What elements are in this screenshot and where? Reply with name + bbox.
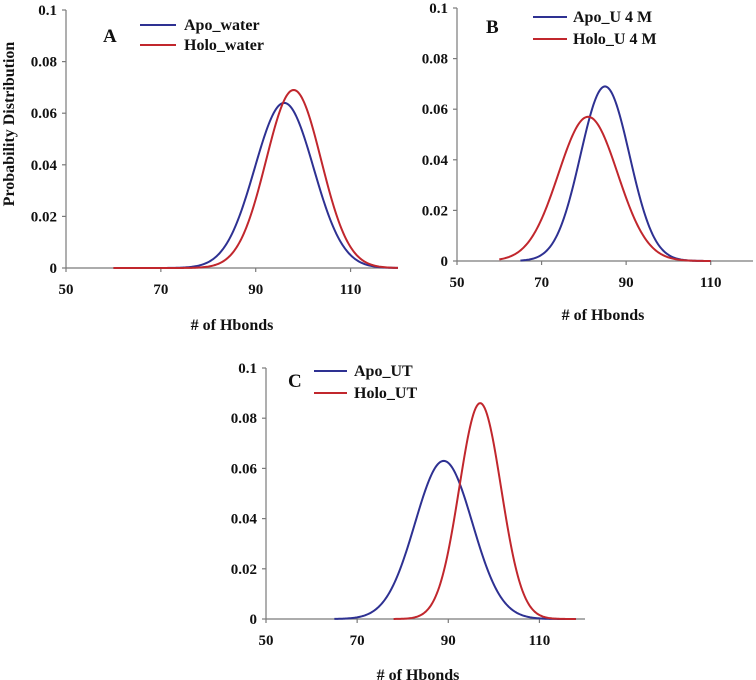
y-tick-label: 0.06: [31, 106, 58, 122]
y-tick-label: 0.06: [422, 102, 449, 118]
legend-label: Apo_UT: [354, 363, 413, 380]
series-line-holo-u-4-m: [499, 115, 711, 262]
series-line-apo-ut: [334, 459, 576, 620]
series-line-holo-ut: [393, 402, 576, 620]
legend-label: Apo_water: [184, 17, 260, 34]
legend-label: Holo_UT: [354, 385, 417, 402]
legend-label: Holo_water: [184, 37, 264, 54]
series-line-apo-water: [113, 101, 399, 269]
x-tick-label: 70: [350, 633, 365, 649]
y-tick-label: 0.1: [238, 361, 257, 377]
y-tick-label: 0.08: [31, 55, 57, 71]
panel-letter: B: [486, 17, 499, 38]
x-axis-title: # of Hbonds: [191, 317, 274, 334]
panel-letter: A: [103, 26, 117, 47]
x-tick-label: 90: [248, 282, 263, 298]
panel-letter: C: [288, 371, 302, 392]
x-tick-label: 110: [700, 275, 722, 291]
y-tick-label: 0.1: [429, 1, 448, 17]
series-line-apo-u-4-m: [520, 85, 711, 262]
x-tick-label: 50: [259, 633, 274, 649]
y-tick-label: 0.02: [231, 562, 257, 578]
y-tick-label: 0.04: [31, 158, 58, 174]
x-tick-label: 90: [441, 633, 456, 649]
x-tick-label: 70: [153, 282, 168, 298]
chart-panel-a: 0 0.02 0.04 0.06 0.08 0.1 50 70 90 110 # of Hbonds…: [31, 3, 399, 334]
y-tick-label: 0.02: [31, 209, 57, 225]
y-tick-label: 0.02: [422, 203, 448, 219]
y-tick-label: 0.06: [231, 461, 258, 477]
y-tick-label: 0.1: [38, 3, 57, 19]
x-tick-label: 70: [534, 275, 549, 291]
x-tick-label: 110: [529, 633, 551, 649]
y-tick-label: 0: [250, 612, 258, 628]
y-tick-label: 0: [441, 254, 449, 270]
y-tick-label: 0.04: [231, 512, 258, 528]
x-tick-label: 110: [340, 282, 362, 298]
x-axis-title: # of Hbonds: [562, 307, 645, 324]
series-line-holo-water: [113, 88, 399, 269]
x-axis-title: # of Hbonds: [377, 667, 460, 680]
x-tick-label: 50: [450, 275, 465, 291]
y-tick-label: 0: [50, 261, 58, 277]
figure-y-label: Probability Distribution: [1, 42, 18, 207]
x-tick-label: 90: [619, 275, 634, 291]
y-tick-label: 0.04: [422, 153, 449, 169]
chart-panel-c: 0 0.02 0.04 0.06 0.08 0.1 50 70 90 110 # of Hbonds…: [231, 361, 585, 680]
x-tick-label: 50: [59, 282, 74, 298]
chart-panel-b: 0 0.02 0.04 0.06 0.08 0.1 50 70 90 110 # of Hbonds…: [422, 1, 753, 324]
y-tick-label: 0.08: [231, 411, 257, 427]
legend-label: Holo_U 4 M: [573, 31, 657, 48]
y-tick-label: 0.08: [422, 52, 448, 68]
legend-label: Apo_U 4 M: [573, 9, 652, 26]
